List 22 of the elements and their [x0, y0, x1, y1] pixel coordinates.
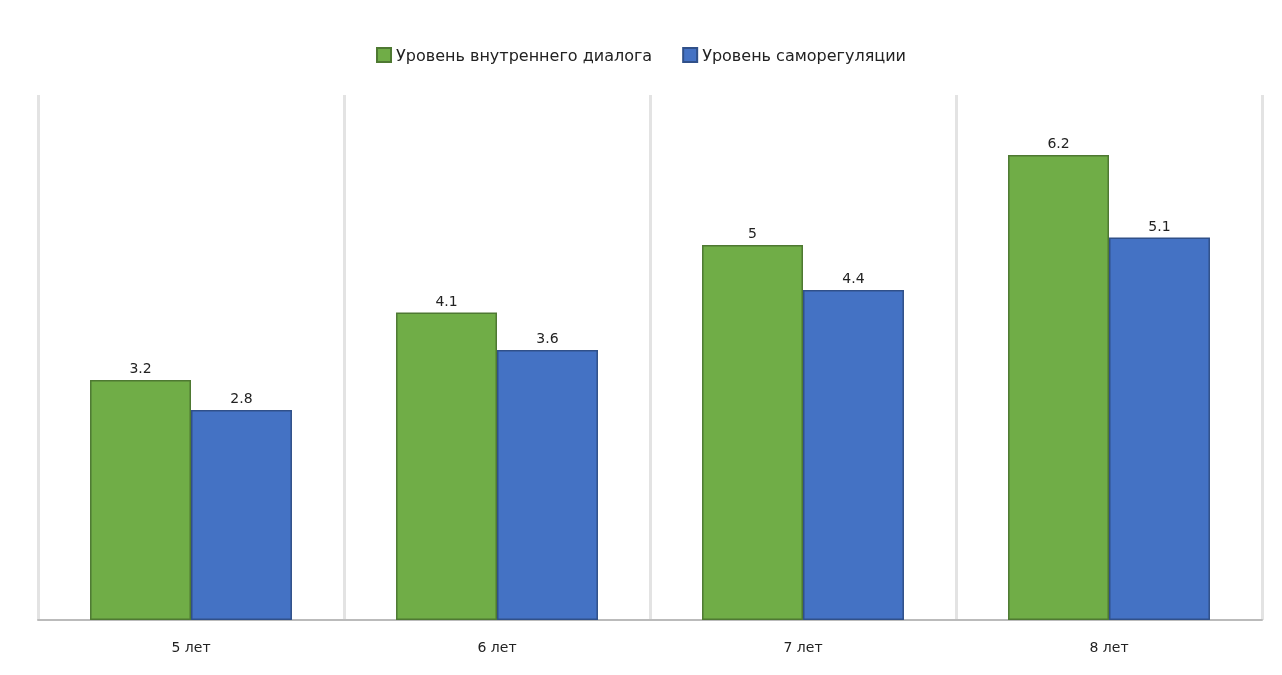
data-label: 5 [748, 225, 757, 241]
data-label: 3.6 [536, 330, 559, 346]
bar [803, 290, 904, 620]
bar [497, 350, 598, 620]
bar [1008, 155, 1109, 620]
legend-label: Уровень саморегуляции [702, 45, 906, 65]
bar [702, 245, 803, 620]
x-tick-label: 5 лет [171, 639, 211, 655]
bar [90, 380, 191, 620]
data-label: 2.8 [230, 390, 253, 406]
x-tick-label: 6 лет [477, 639, 517, 655]
legend-label: Уровень внутреннего диалога [396, 45, 653, 65]
data-label: 4.1 [435, 292, 458, 309]
data-label: 5.1 [1148, 217, 1171, 234]
x-tick-label: 8 лет [1089, 639, 1129, 655]
x-tick-label: 7 лет [783, 639, 823, 655]
data-label: 4.4 [842, 270, 865, 286]
bar [1109, 237, 1210, 620]
bar [396, 312, 497, 620]
bar [191, 410, 292, 620]
data-label: 3.2 [129, 360, 152, 376]
data-label: 6.2 [1047, 135, 1070, 151]
